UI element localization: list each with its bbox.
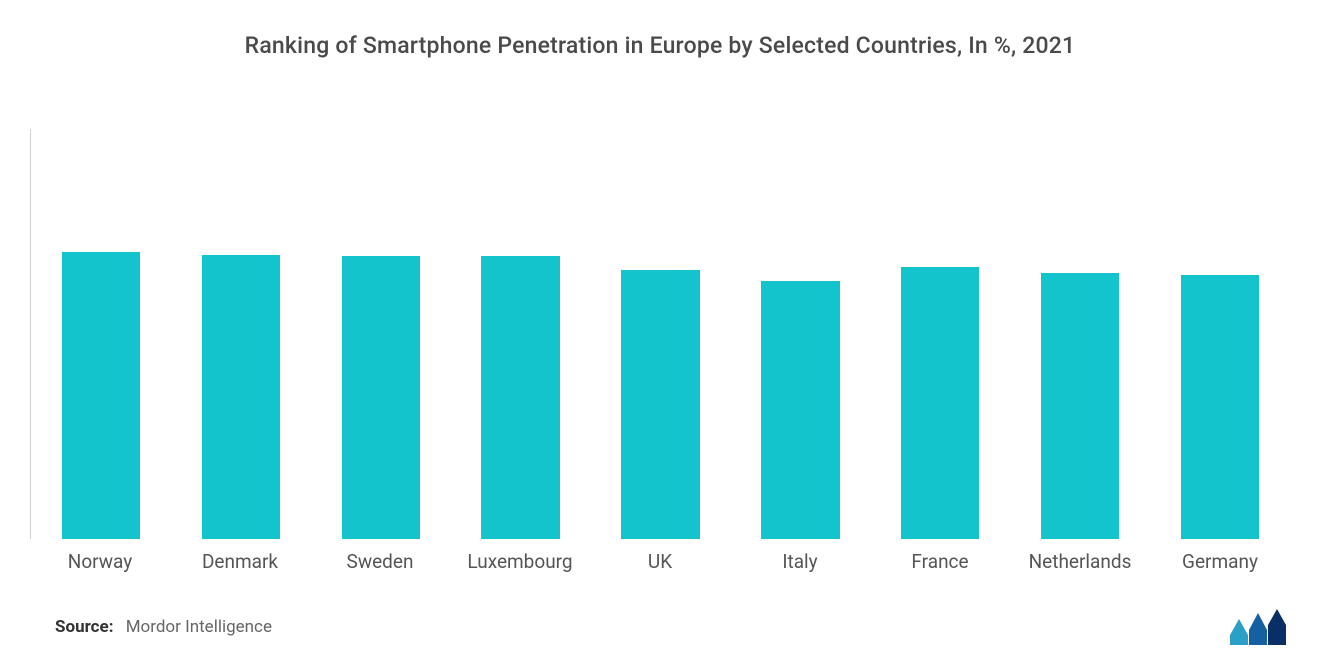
x-axis-label: Norway [30,551,170,574]
bar [901,267,979,539]
bar [342,256,420,539]
bar [1041,273,1119,540]
x-axis-label: Germany [1150,551,1290,574]
x-axis-label: Denmark [170,551,310,574]
bar [202,255,280,539]
x-axis-labels: NorwayDenmarkSwedenLuxembourgUKItalyFran… [30,551,1290,574]
x-axis-label: Sweden [310,551,450,574]
bar [761,281,839,539]
bar [62,252,140,539]
logo-bar-2 [1249,613,1267,645]
bar-slot [1150,129,1290,539]
bar [481,256,559,539]
x-axis-label: France [870,551,1010,574]
bar-slot [1010,129,1150,539]
x-axis-label: Netherlands [1010,551,1150,574]
bar [621,270,699,539]
source-label: Source: [55,617,113,637]
x-axis-label: Italy [730,551,870,574]
bar-slot [730,129,870,539]
chart-plot-area [30,129,1290,539]
logo-bar-1 [1230,619,1248,645]
x-axis-label: Luxembourg [450,551,590,574]
bar [1181,275,1259,539]
mordor-logo-icon [1230,609,1290,645]
bar-slot [311,129,451,539]
bar-slot [31,129,171,539]
x-axis-label: UK [590,551,730,574]
bar-slot [451,129,591,539]
bar-slot [171,129,311,539]
bar-slot [591,129,731,539]
source-attribution: Source: Mordor Intelligence [55,617,272,637]
source-text: Mordor Intelligence [126,617,272,637]
logo-bar-3 [1268,609,1286,645]
bar-slot [870,129,1010,539]
chart-title: Ranking of Smartphone Penetration in Eur… [0,0,1320,79]
